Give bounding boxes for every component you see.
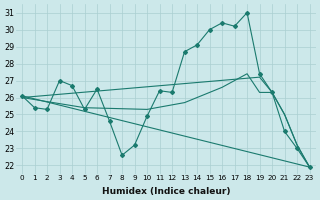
X-axis label: Humidex (Indice chaleur): Humidex (Indice chaleur) xyxy=(101,187,230,196)
